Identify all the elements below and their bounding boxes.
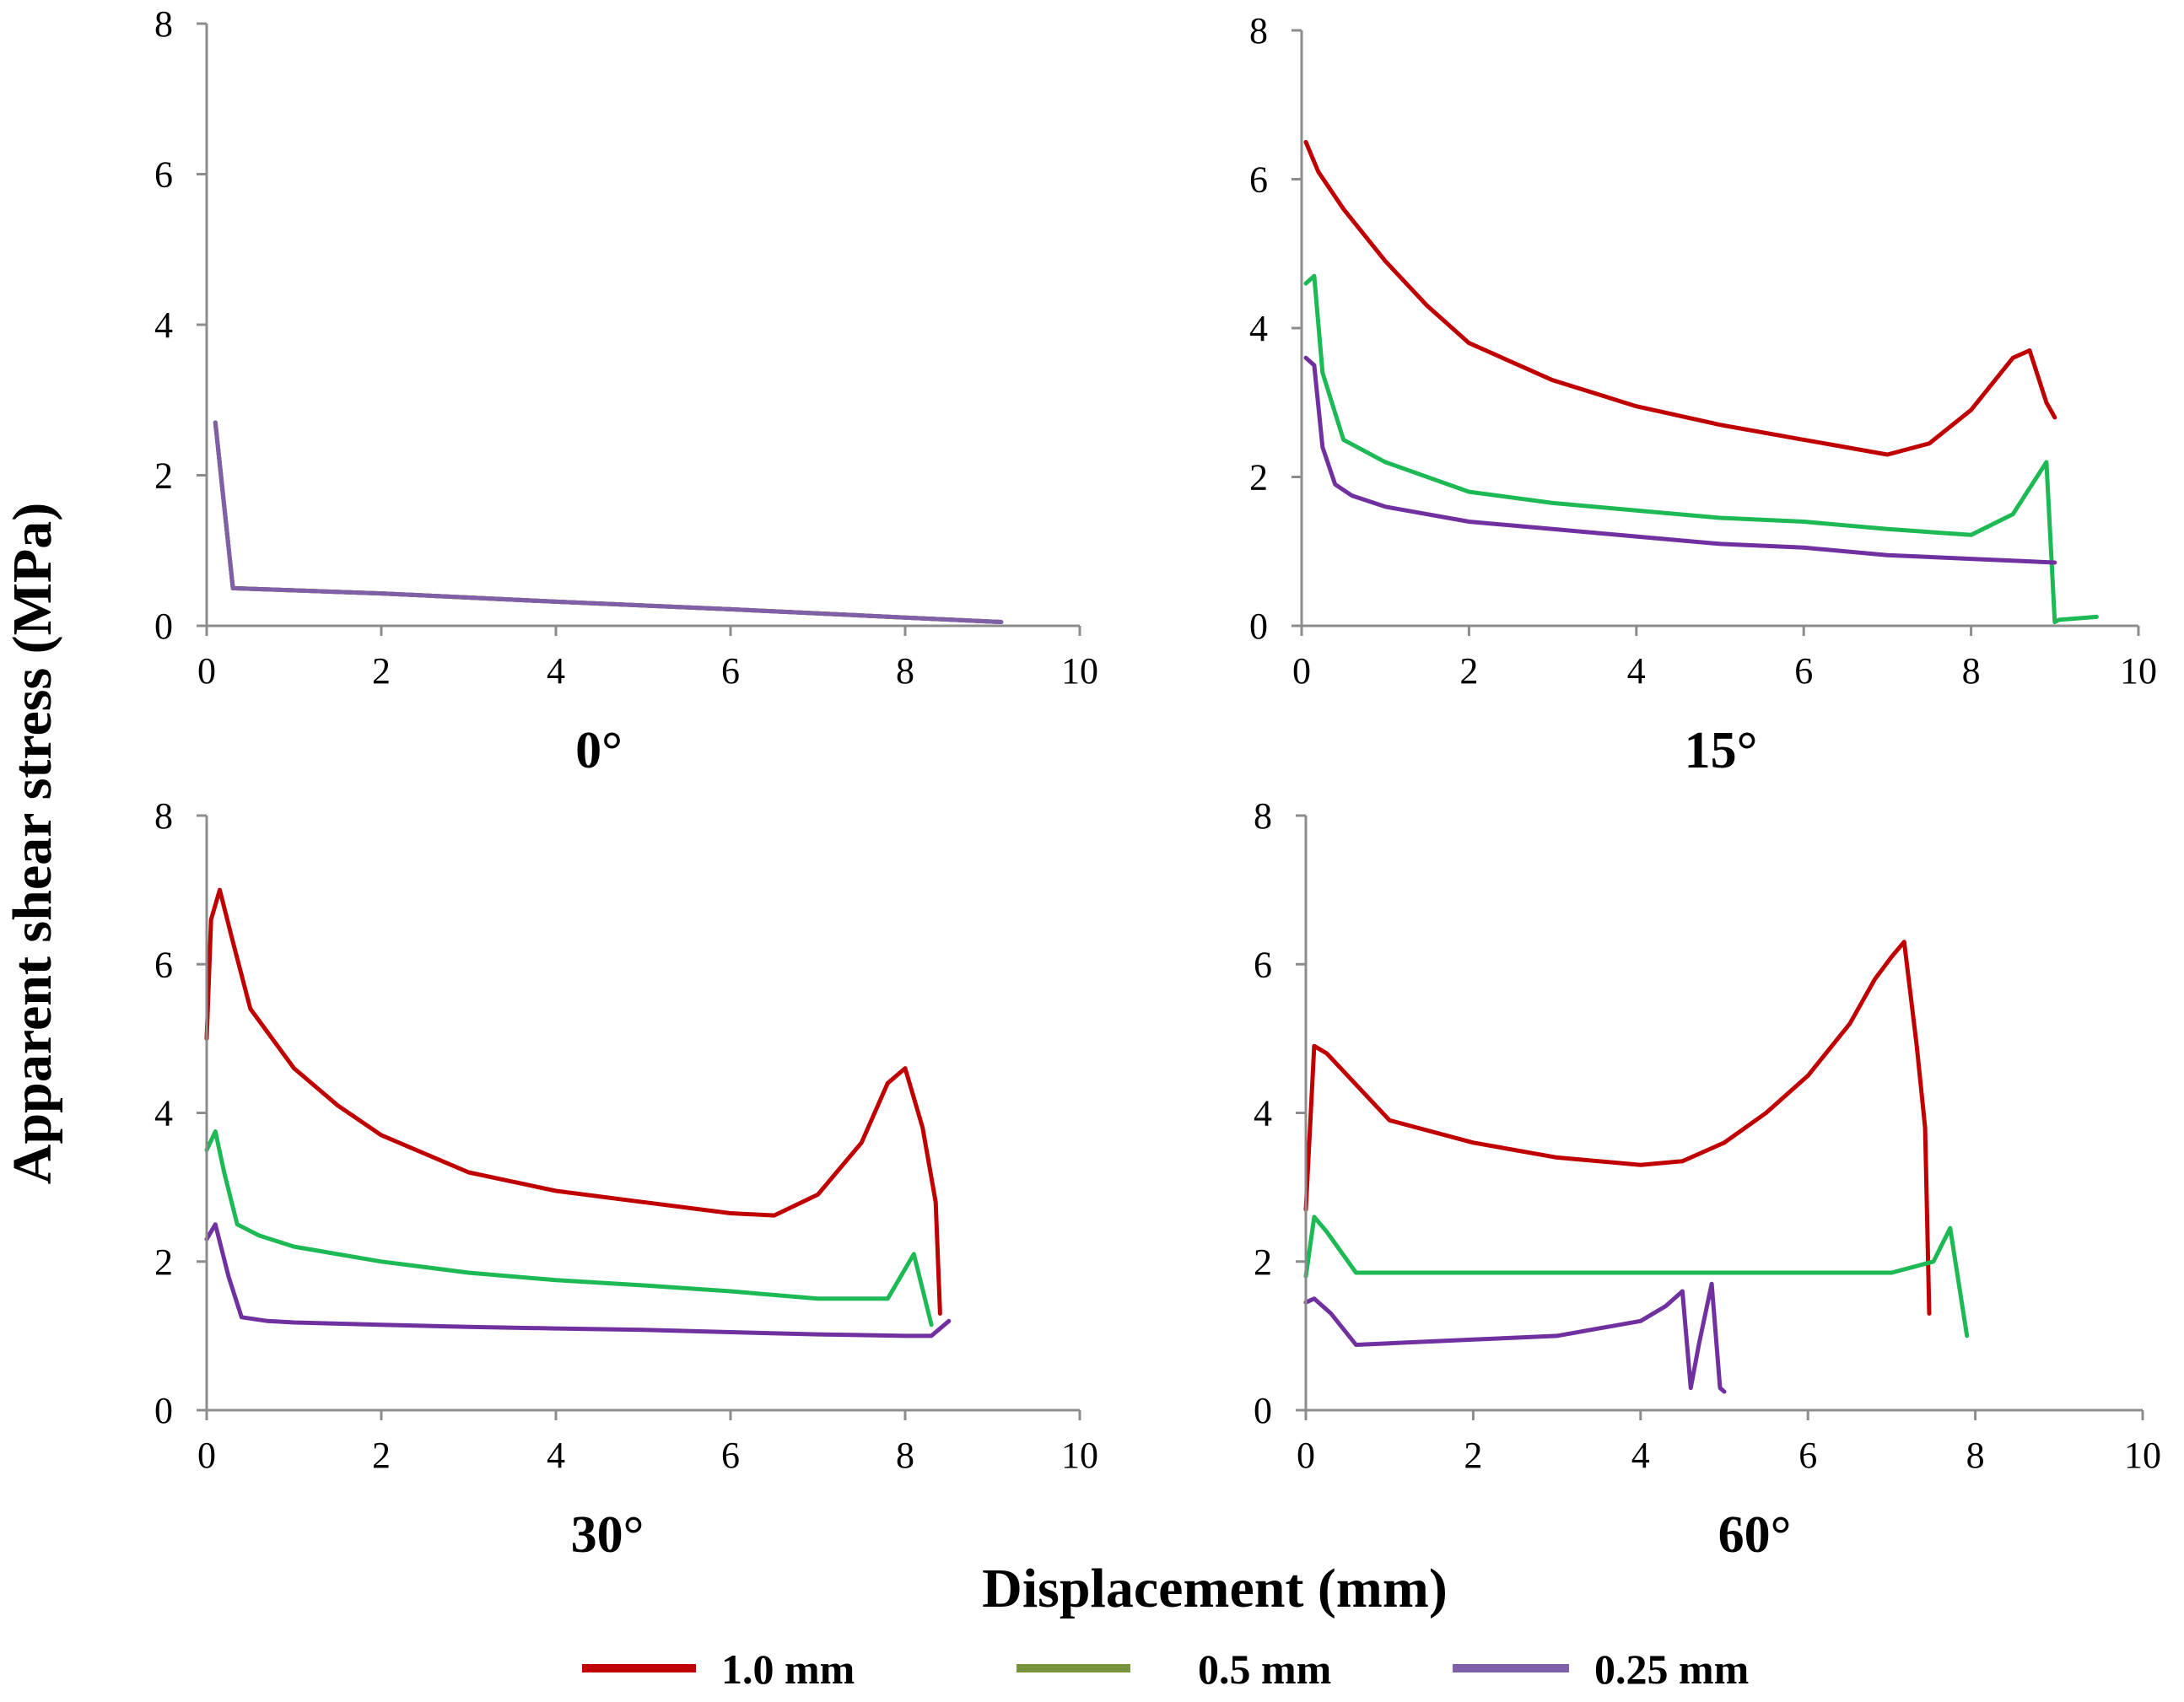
series-line-2 bbox=[1303, 1215, 1970, 1338]
x-tick-label: 8 bbox=[896, 1435, 914, 1476]
y-tick-label: 6 bbox=[154, 154, 173, 196]
series-line-3 bbox=[213, 420, 1004, 624]
x-tick-label: 4 bbox=[1631, 1435, 1650, 1476]
x-tick-label: 0 bbox=[1297, 1435, 1315, 1476]
series-line-1 bbox=[204, 887, 942, 1316]
x-tick-label: 2 bbox=[372, 1435, 391, 1476]
panel-3: 0 2 4 6 8 0 2 4 6 8 10 30° bbox=[154, 795, 1098, 1564]
x-tick-label: 2 bbox=[372, 650, 391, 692]
x-tick-label: 0 bbox=[1292, 650, 1311, 692]
panel-1: 0 2 4 6 8 0 2 4 6 8 10 0° bbox=[154, 3, 1098, 779]
legend-label-3: 0.25 mm bbox=[1594, 1645, 1749, 1693]
x-axis-label: Displacement (mm) bbox=[982, 1558, 1448, 1619]
x-tick-label: 10 bbox=[1061, 650, 1098, 692]
y-tick-label: 2 bbox=[1249, 457, 1268, 498]
x-tick-label: 2 bbox=[1459, 650, 1478, 692]
series-line-1 bbox=[1303, 139, 2057, 457]
y-tick-label: 4 bbox=[154, 1093, 173, 1134]
series-line-3 bbox=[1303, 355, 2057, 565]
x-tick-label: 4 bbox=[547, 650, 565, 692]
panels: 0 2 4 6 8 0 2 4 6 8 10 0° 0 2 4 6 8 0 2 4 6 8 10 15° 0 2 4 6 8 0 2 4 6 8 1… bbox=[154, 3, 2161, 1564]
x-tick-label: 6 bbox=[1794, 650, 1813, 692]
panel-title: 30° bbox=[571, 1506, 644, 1564]
y-axis-label: Apparent shear stress (MPa) bbox=[2, 503, 63, 1184]
y-tick-label: 6 bbox=[1254, 944, 1272, 985]
legend: 1.0 mm 0.5 mm 0.25 mm bbox=[582, 1645, 1749, 1693]
x-tick-label: 0 bbox=[197, 1435, 216, 1476]
y-tick-label: 8 bbox=[154, 3, 173, 45]
series-line-1 bbox=[1303, 940, 1932, 1316]
x-tick-label: 10 bbox=[2120, 650, 2157, 692]
y-tick-label: 0 bbox=[1249, 606, 1268, 647]
legend-label-2: 0.5 mm bbox=[1198, 1645, 1331, 1693]
y-tick-label: 6 bbox=[1249, 159, 1268, 201]
y-tick-label: 0 bbox=[154, 606, 173, 647]
y-tick-label: 2 bbox=[154, 455, 173, 497]
series-line-2 bbox=[204, 1129, 934, 1328]
y-tick-label: 4 bbox=[154, 304, 173, 346]
y-tick-label: 8 bbox=[1254, 795, 1272, 837]
y-tick-label: 4 bbox=[1254, 1093, 1272, 1134]
panel-title: 0° bbox=[575, 722, 623, 779]
x-tick-label: 0 bbox=[197, 650, 216, 692]
x-tick-label: 6 bbox=[721, 1435, 740, 1476]
x-tick-label: 10 bbox=[2124, 1435, 2161, 1476]
series-line-3 bbox=[1303, 1281, 1727, 1394]
x-tick-label: 2 bbox=[1464, 1435, 1482, 1476]
y-tick-label: 4 bbox=[1249, 308, 1268, 349]
x-tick-label: 4 bbox=[547, 1435, 565, 1476]
y-tick-label: 8 bbox=[154, 795, 173, 837]
panel-4: 0 2 4 6 8 0 2 4 6 8 10 60° bbox=[1254, 795, 2161, 1564]
panel-title: 60° bbox=[1718, 1506, 1792, 1564]
y-tick-label: 2 bbox=[1254, 1241, 1272, 1283]
y-tick-label: 8 bbox=[1249, 10, 1268, 51]
y-tick-label: 0 bbox=[1254, 1390, 1272, 1431]
series-line-3 bbox=[204, 1222, 952, 1338]
x-tick-label: 6 bbox=[1798, 1435, 1817, 1476]
panel-title: 15° bbox=[1685, 722, 1758, 779]
y-tick-label: 2 bbox=[154, 1241, 173, 1283]
x-tick-label: 4 bbox=[1627, 650, 1646, 692]
x-tick-label: 8 bbox=[1966, 1435, 1985, 1476]
series-line-2 bbox=[1303, 273, 2099, 625]
x-tick-label: 8 bbox=[1962, 650, 1981, 692]
legend-label-1: 1.0 mm bbox=[721, 1645, 855, 1693]
x-tick-label: 8 bbox=[896, 650, 914, 692]
x-tick-label: 6 bbox=[721, 650, 740, 692]
y-tick-label: 6 bbox=[154, 944, 173, 985]
x-tick-label: 10 bbox=[1061, 1435, 1098, 1476]
panel-2: 0 2 4 6 8 0 2 4 6 8 10 15° bbox=[1249, 10, 2157, 779]
y-tick-label: 0 bbox=[154, 1390, 173, 1431]
